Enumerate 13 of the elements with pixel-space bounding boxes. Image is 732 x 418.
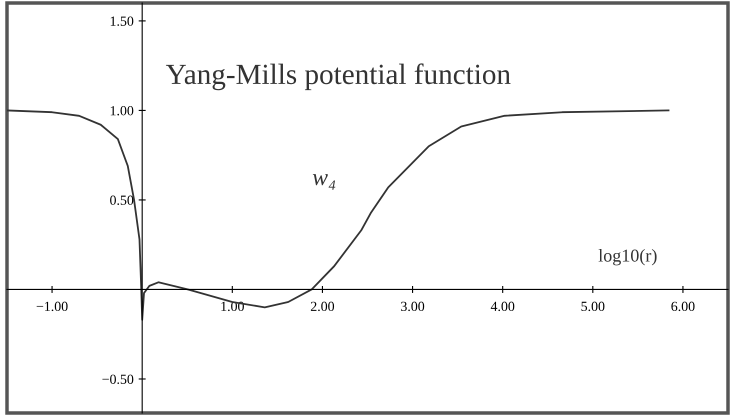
series-label: w₄	[312, 174, 336, 190]
x-tick-label: 2.00	[310, 302, 334, 312]
x-tick-label: 6.00	[671, 302, 695, 312]
x-tick-label: 3.00	[401, 302, 424, 312]
y-tick-label: 1.50	[110, 16, 134, 26]
y-tick-label: 0.50	[110, 196, 134, 205]
x-tick-label: 4.00	[490, 302, 514, 312]
x-tick-label: −1.00	[36, 302, 68, 312]
y-tick-label: −0.50	[102, 374, 134, 384]
text: Yang-Mills potential function	[166, 63, 511, 90]
y-tick-label: 1.00	[110, 106, 134, 116]
x-tick-label: 5.00	[581, 302, 604, 312]
x-axis-title: log10(r)	[598, 248, 657, 266]
